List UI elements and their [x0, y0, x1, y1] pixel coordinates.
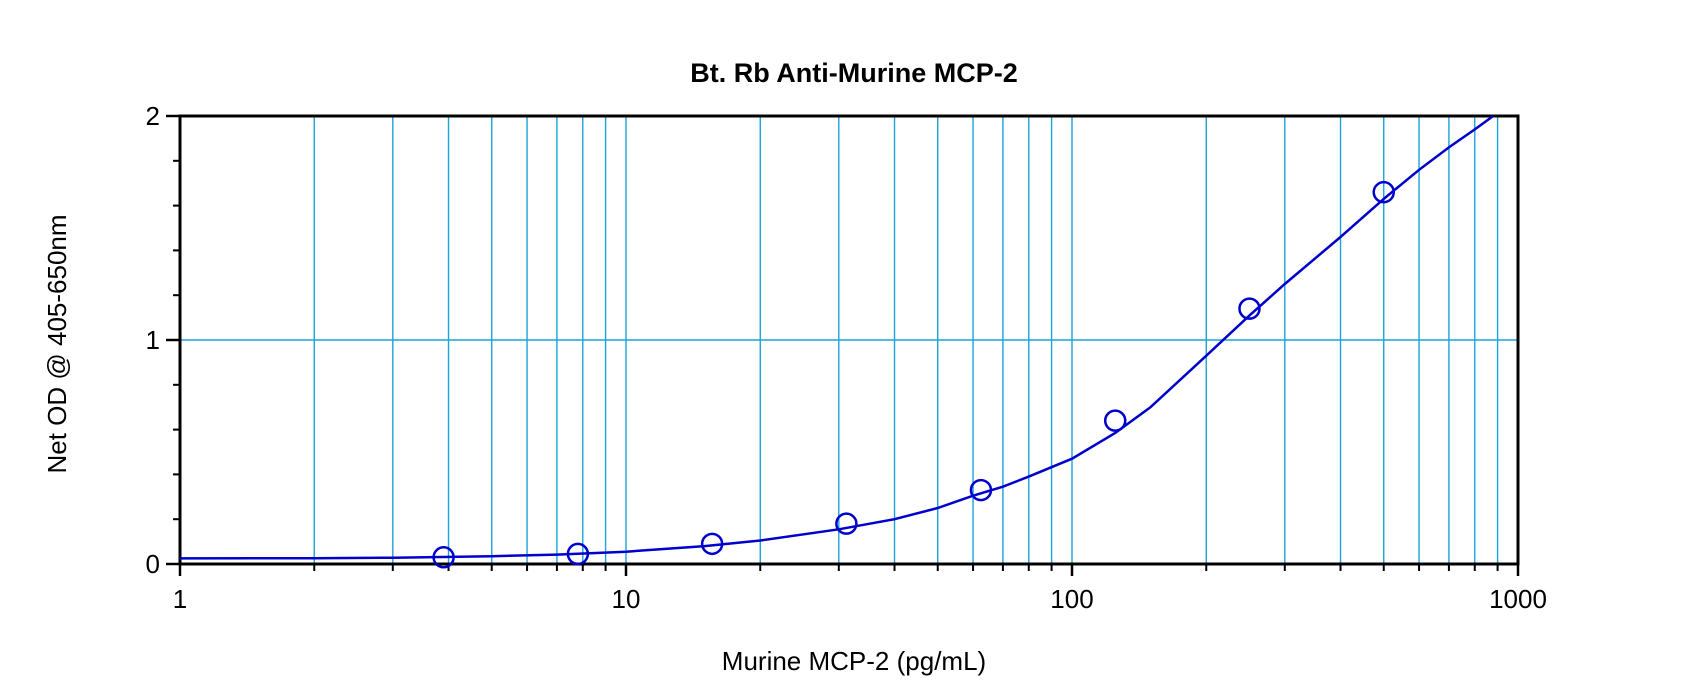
data-points: [432, 180, 1395, 569]
x-axis-label: Murine MCP-2 (pg/mL): [722, 646, 986, 676]
y-tick-label: 0: [146, 549, 160, 579]
major-ticks: [166, 114, 1520, 576]
minor-ticks: [173, 159, 1499, 571]
data-point: [1372, 180, 1395, 204]
x-tick-label: 1: [173, 584, 187, 614]
data-point: [969, 478, 993, 502]
chart-title: Bt. Rb Anti-Murine MCP-2: [690, 58, 1017, 88]
y-tick-label: 2: [146, 101, 160, 131]
data-point: [835, 512, 858, 535]
y-tick-label: 1: [146, 325, 160, 355]
data-point: [1103, 409, 1127, 432]
fit-curve: [179, 114, 1494, 560]
data-point: [432, 546, 455, 569]
data-point: [700, 532, 724, 556]
x-tick-label: 100: [1050, 584, 1093, 614]
grid-lines: [180, 116, 1518, 564]
data-point: [566, 542, 590, 566]
x-tick-label: 1000: [1489, 584, 1547, 614]
y-axis-label: Net OD @ 405-650nm: [42, 214, 72, 473]
x-tick-label: 10: [612, 584, 641, 614]
data-point: [1238, 297, 1261, 320]
